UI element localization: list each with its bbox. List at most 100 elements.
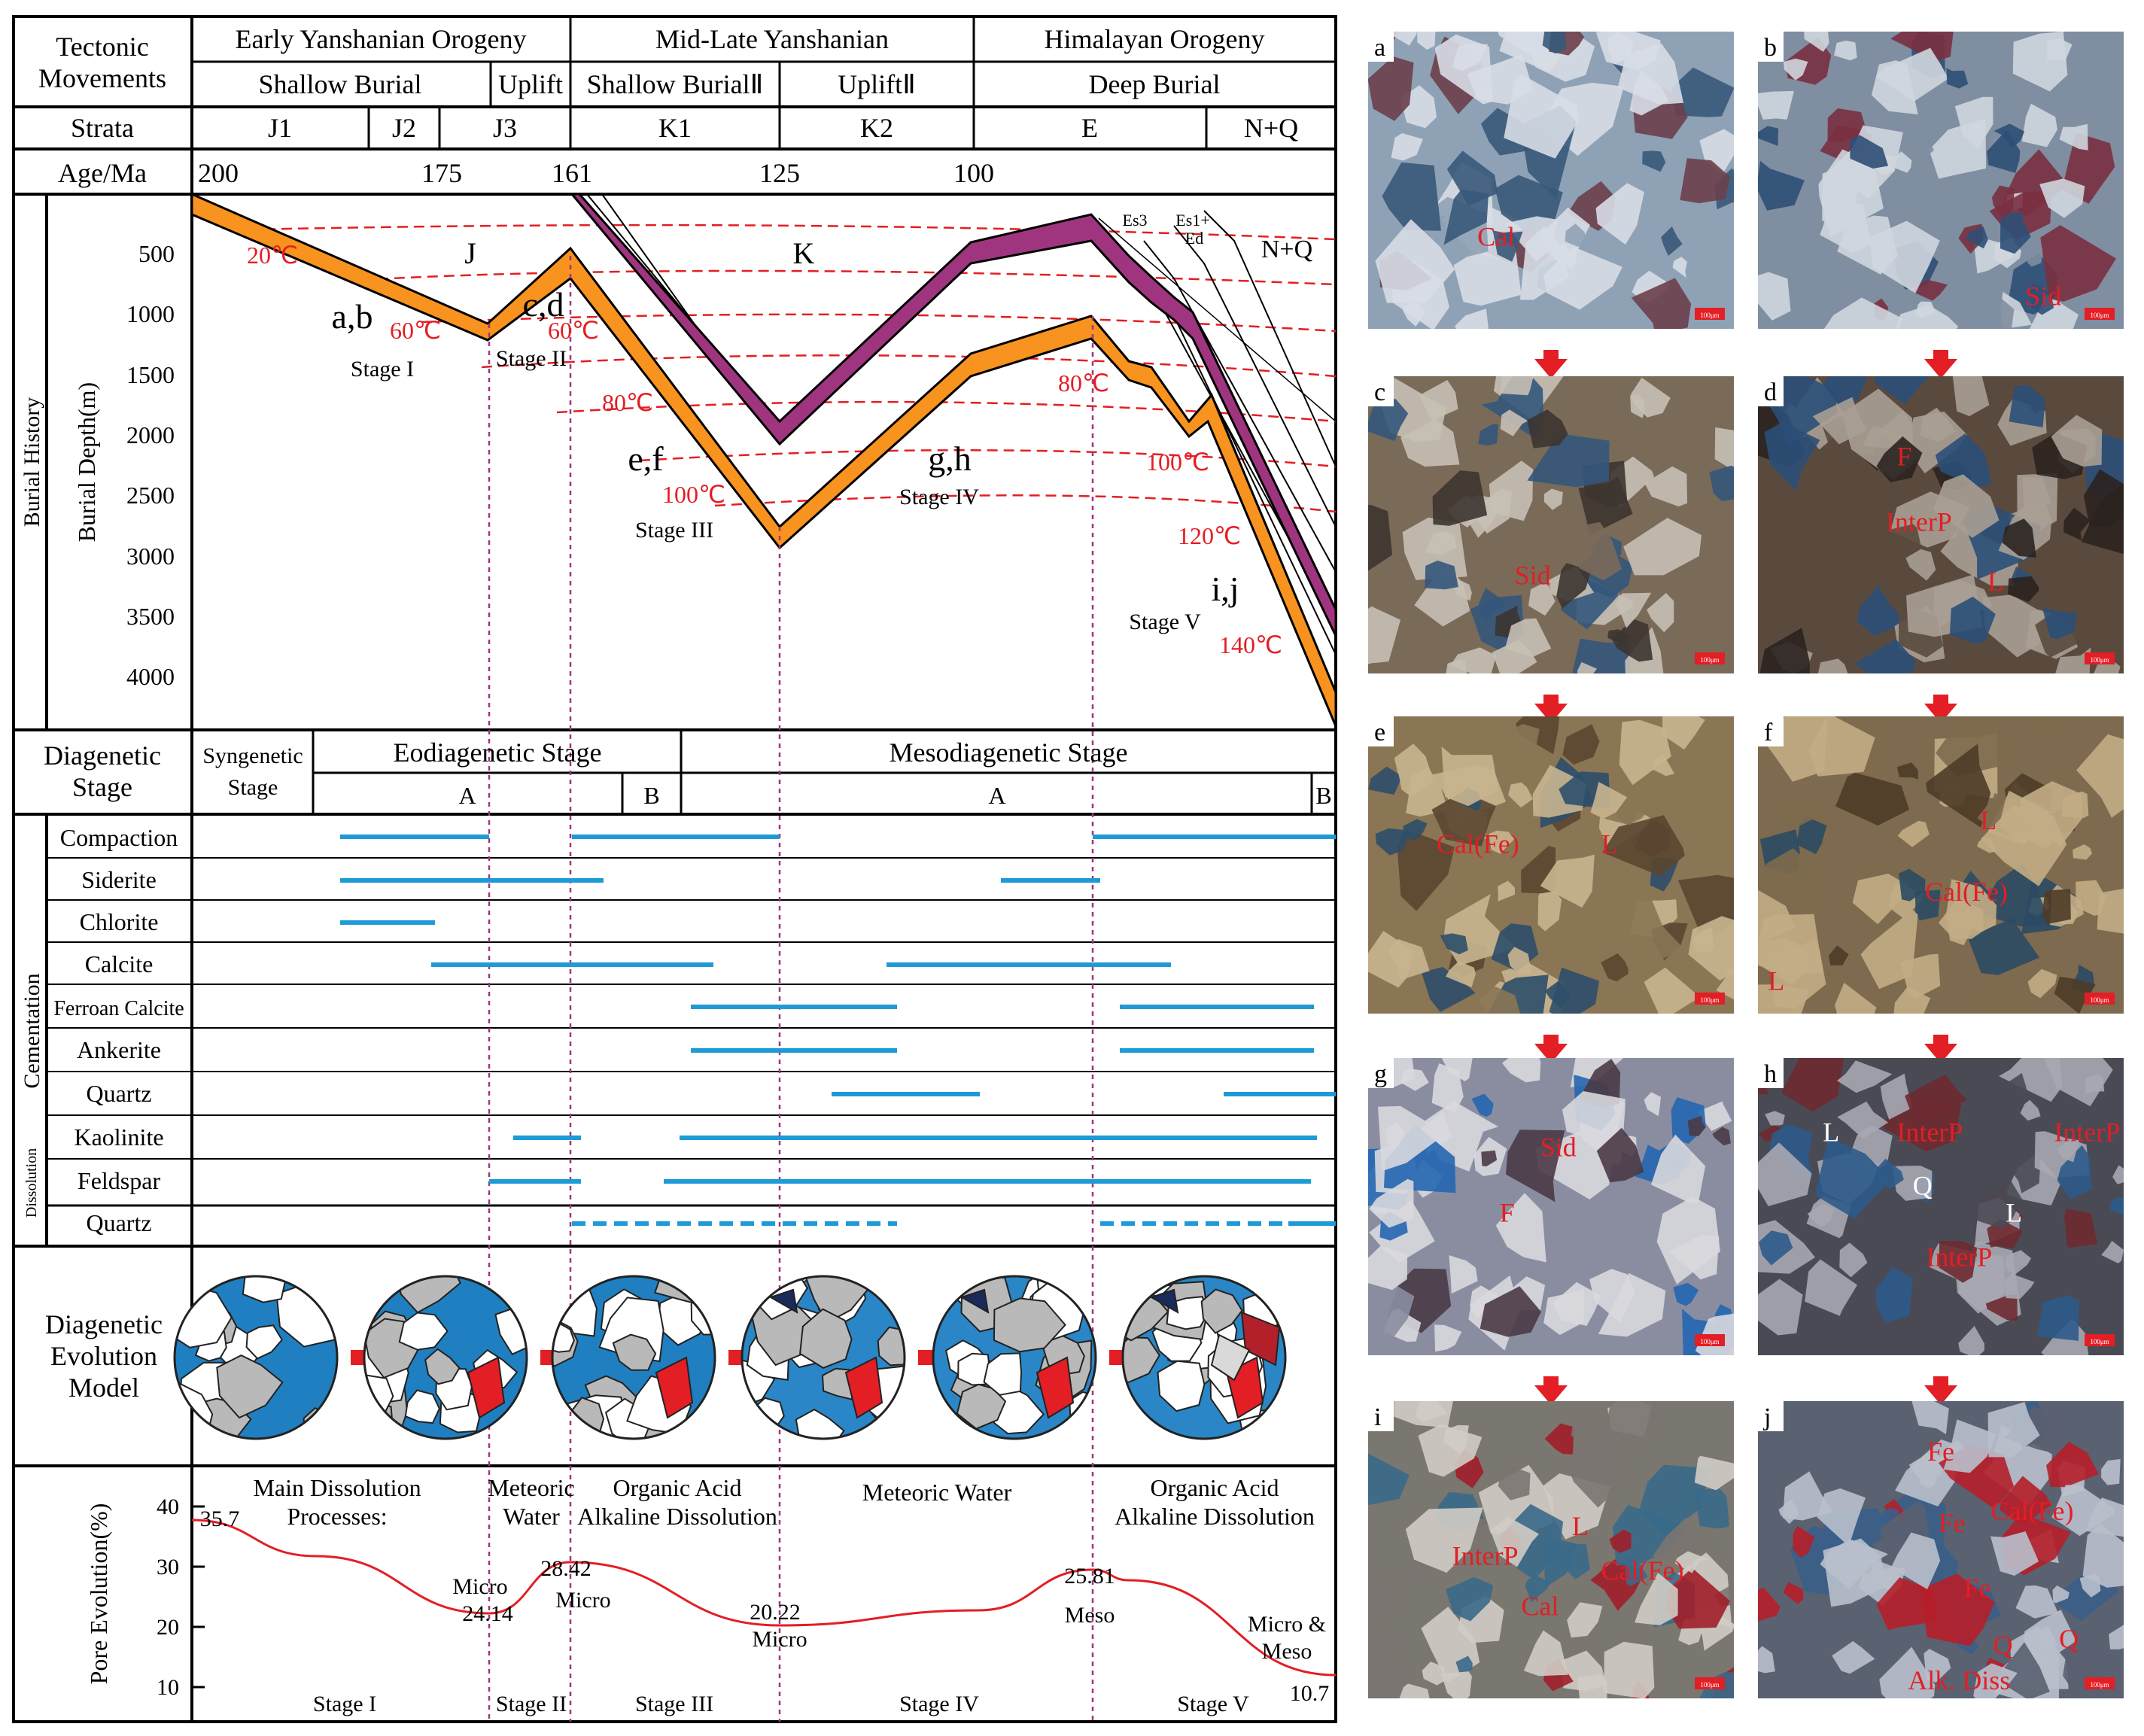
micrograph-j-label: Cal(Fe) (1991, 1496, 2074, 1526)
burial-stage-4: Stage IV (899, 485, 979, 509)
panel-arrow (1924, 1035, 1957, 1063)
micrograph-j-label: Q (1993, 1630, 2013, 1660)
k-burial-band (570, 194, 1336, 637)
scale-bar: 100μm (1700, 996, 1719, 1004)
syngenetic-1: Syngenetic (202, 743, 303, 768)
isotherm-100a: 100℃ (662, 481, 725, 508)
micrograph-i-label: Cal(Fe) (1601, 1555, 1684, 1586)
micrograph-h-label: L (2006, 1197, 2022, 1227)
panel-arrow (1924, 350, 1957, 379)
micrograph-letter-b: b (1764, 34, 1777, 62)
pore-evolution-curve (191, 1519, 1337, 1677)
age-200: 200 (198, 158, 239, 188)
substage-eo-a: A (458, 782, 476, 809)
pore-tick-10: 10 (157, 1675, 179, 1700)
cementation-title: Cementation (20, 973, 44, 1088)
burial-stage-1: Stage I (351, 357, 414, 382)
panel-arrow (1924, 695, 1957, 723)
pore-stage-5: Stage V (1177, 1692, 1249, 1716)
micrograph-f-label: Cal(Fe) (1925, 877, 2008, 907)
sample-cd: c,d (523, 285, 564, 324)
micrograph-letter-e: e (1374, 719, 1385, 746)
micrograph-i-label: Cal (1521, 1591, 1559, 1621)
pore-value-35-7: 35.7 (200, 1506, 240, 1531)
phase-deep-burial: Deep Burial (1089, 69, 1221, 99)
pore-tick-30: 30 (157, 1555, 179, 1579)
pore-type-micro-meso-2: Meso (1262, 1639, 1312, 1664)
pore-type-micro-1: Micro (452, 1574, 507, 1599)
micrograph-letter-h: h (1764, 1060, 1777, 1088)
micrograph-j-label: Fe (1927, 1437, 1954, 1467)
micrograph-e-label: L (1601, 829, 1618, 859)
isotherm-80b: 80℃ (1058, 369, 1109, 397)
row-calcite: Calcite (85, 950, 154, 977)
micrograph-a: a Cal 100μm (1368, 32, 1734, 329)
micrograph-d: d F InterP L 100μm (1758, 376, 2124, 673)
micrograph-letter-i: i (1374, 1403, 1381, 1431)
micrograph-b-label: Sid (2025, 281, 2061, 311)
model-title-2: Evolution (50, 1341, 157, 1371)
process-organic-1b: Alkaline Dissolution (577, 1503, 777, 1530)
scale-bar: 100μm (2090, 656, 2109, 664)
micrograph-a-label: Cal (1477, 221, 1515, 251)
model-title-3: Model (68, 1373, 139, 1403)
scale-bar: 100μm (1700, 656, 1719, 664)
evolution-model-circles (173, 1275, 1287, 1440)
micrograph-d-label: L (1987, 566, 2004, 596)
isotherm-80a: 80℃ (602, 389, 653, 416)
panel-arrow (1534, 350, 1568, 379)
model-circle-6 (1121, 1275, 1287, 1440)
pore-axis-title: Pore Evolution(%) (85, 1503, 112, 1685)
micrograph-j-label: Q (2059, 1624, 2079, 1654)
micrograph-d-label: F (1896, 442, 1911, 472)
model-circle-5 (932, 1275, 1097, 1440)
model-circle-3 (551, 1275, 716, 1440)
depth-tick-1000: 1000 (126, 300, 175, 327)
strata-nq: N+Q (1244, 113, 1298, 143)
micrograph-c-label: Sid (1515, 561, 1551, 591)
phase-shallow-burial-2: Shallow BurialⅡ (587, 69, 764, 99)
pore-value-24-14: 24.14 (462, 1601, 513, 1626)
depth-tick-3000: 3000 (126, 543, 175, 570)
diagenetic-stage-title-2: Stage (72, 772, 132, 802)
row-ferroan-calcite: Ferroan Calcite (53, 997, 184, 1020)
isotherm-60a: 60℃ (390, 317, 441, 344)
panel-arrow (1534, 695, 1568, 723)
isotherm-140: 140℃ (1219, 631, 1282, 658)
process-organic-2: Organic Acid (1151, 1474, 1279, 1501)
pore-tick-40: 40 (157, 1494, 179, 1519)
micrograph-i: i L InterP Cal(Fe) Cal 100μm (1368, 1401, 1734, 1698)
isotherm-120: 120℃ (1178, 522, 1241, 549)
depth-tick-500: 500 (138, 240, 175, 267)
micrograph-j-label: Fe (1939, 1508, 1966, 1538)
orogeny-himalayan: Himalayan Orogeny (1045, 24, 1265, 54)
pore-stage-1: Stage I (313, 1692, 376, 1716)
row-kaolinite: Kaolinite (74, 1123, 163, 1151)
isotherm-100b: 100℃ (1146, 448, 1209, 476)
micrograph-g-label: F (1500, 1197, 1515, 1227)
formation-es1: Es1+ (1175, 211, 1209, 230)
substage-meso-b: B (1315, 782, 1331, 809)
pore-type-micro-3: Micro (752, 1627, 807, 1652)
phase-uplift: Uplift (498, 69, 563, 99)
sample-ef: e,f (628, 439, 664, 478)
strata-k2: K2 (860, 113, 893, 143)
depth-tick-2500: 2500 (126, 482, 175, 509)
burial-stage-2: Stage II (496, 346, 567, 371)
substage-eo-b: B (643, 782, 659, 809)
micrograph-h-label: L (1823, 1117, 1839, 1148)
table-frame (12, 15, 1337, 1723)
sample-ij: i,j (1211, 570, 1239, 608)
pore-axis (190, 1466, 205, 1722)
row-quartz-dissolution: Quartz (86, 1209, 151, 1236)
dissolution-title: Dissolution (23, 1148, 40, 1218)
model-title-1: Diagenetic (45, 1309, 163, 1339)
orogeny-mid-late: Mid-Late Yanshanian (655, 24, 889, 54)
micrograph-panels: a Cal 100μm b Sid 100μm c Sid 100μm d F InterP L 100μ… (1368, 32, 2124, 1698)
micrograph-g-label: Sid (1540, 1132, 1577, 1162)
period-label-nq: N+Q (1261, 236, 1312, 263)
age-175: 175 (421, 158, 462, 188)
micrograph-f-label: L (1980, 805, 1997, 835)
micrograph-b: b Sid 100μm (1758, 32, 2124, 329)
micrograph-j-label: Alk. Diss (1908, 1665, 2010, 1695)
